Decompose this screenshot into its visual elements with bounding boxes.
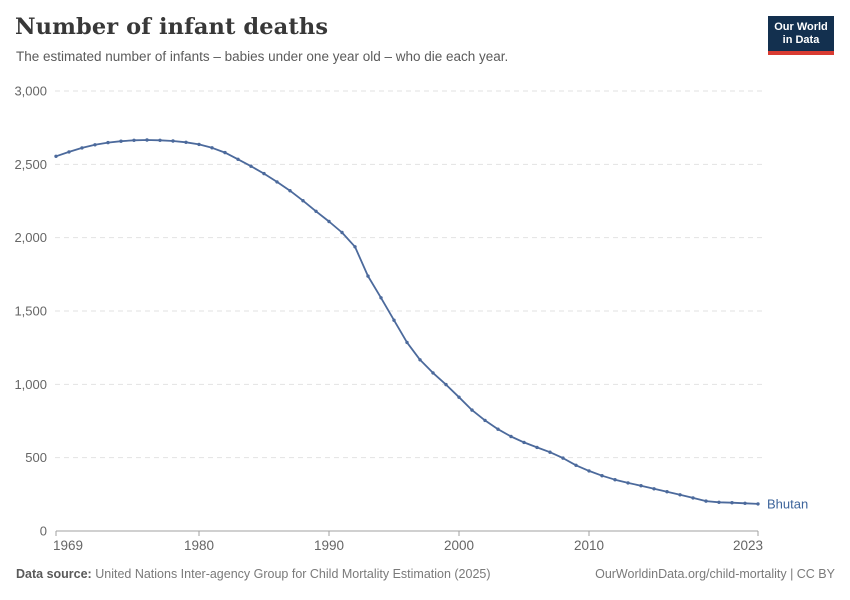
data-point [431,371,435,375]
data-point [704,499,708,503]
data-line [55,139,759,505]
data-point [483,418,487,423]
data-point [652,487,656,491]
y-tick-label: 1,500 [14,304,47,319]
data-point [327,219,331,224]
data-point [288,189,292,193]
data-point [54,154,58,158]
data-point [275,180,279,184]
data-point [379,296,383,300]
data-point [639,484,643,488]
data-point [470,408,474,412]
page-title: Number of infant deaths [15,14,329,40]
data-point [366,274,370,278]
data-point [522,440,526,445]
data-point [717,500,721,504]
data-source-text: United Nations Inter-agency Group for Ch… [95,567,491,581]
data-point [418,358,422,362]
x-tick-label: 1980 [184,538,214,553]
data-point [535,445,539,450]
y-tick-label: 2,000 [14,230,47,245]
data-point [340,230,344,235]
data-point [665,490,669,494]
data-point [548,450,552,454]
data-point [444,382,448,387]
x-tick-label: 1969 [53,538,83,553]
y-tick-label: 3,000 [14,84,47,99]
data-point [197,142,201,147]
data-point [223,150,227,155]
data-point [184,140,188,144]
data-point [171,139,175,143]
data-point [574,463,578,467]
data-point [457,395,461,399]
data-point [392,318,396,322]
data-point [678,493,682,497]
data-source-label: Data source: [16,567,92,581]
data-point [496,427,500,431]
data-point [236,157,240,161]
data-point [80,146,84,150]
chart-header: Number of infant deaths The estimated nu… [15,14,755,64]
x-tick-label: 2023 [733,538,763,553]
x-tick-label: 1990 [314,538,344,553]
data-point [691,496,695,500]
owid-logo-line1: Our World [774,21,828,33]
data-point [353,245,357,249]
x-tick-label: 2000 [444,538,474,553]
owid-logo: Our World in Data [768,16,834,55]
data-point [132,138,136,142]
chart-footer: Data source: United Nations Inter-agency… [16,567,835,581]
data-point [509,434,513,439]
data-point [600,474,604,478]
data-point [730,501,734,505]
data-point [405,340,409,345]
data-point [145,138,149,142]
data-point [67,150,71,154]
data-point [262,171,266,176]
data-point [587,469,591,473]
data-point [249,164,253,168]
data-point [743,501,747,505]
data-point [119,139,123,143]
chart-subtitle: The estimated number of infants – babies… [16,49,509,64]
data-point [314,209,318,213]
data-point [561,456,565,460]
owid-logo-line2: in Data [782,34,820,46]
y-tick-label: 2,500 [14,157,47,172]
data-point [106,140,110,145]
data-point [301,199,305,203]
data-point [613,478,617,482]
y-tick-label: 0 [40,524,47,539]
data-point [93,143,97,147]
y-tick-label: 1,000 [14,377,47,392]
y-tick-label: 500 [25,450,47,465]
data-point [756,502,760,506]
data-point [626,481,630,485]
data-point [158,138,162,142]
data-point [210,146,214,150]
data-source: Data source: United Nations Inter-agency… [16,567,491,581]
x-tick-label: 2010 [574,538,604,553]
footer-credit-link[interactable]: OurWorldinData.org/child-mortality | CC … [595,567,835,581]
series-end-label: Bhutan [767,496,808,511]
